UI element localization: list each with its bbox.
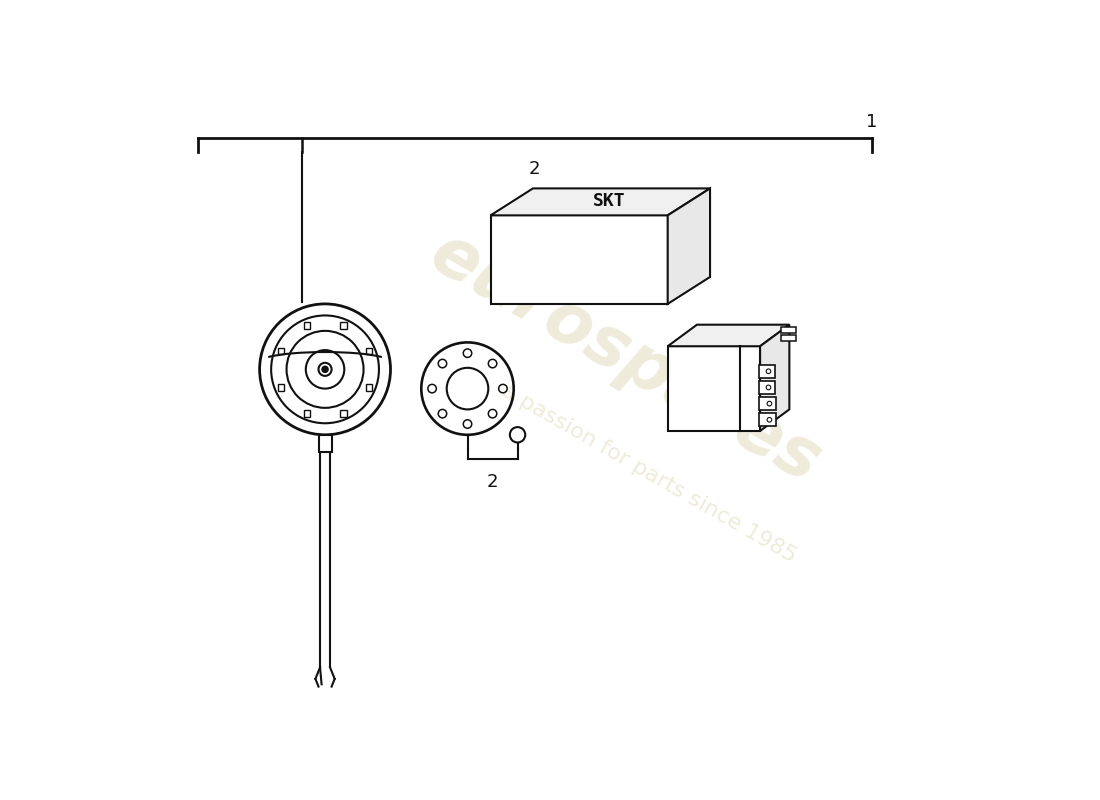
- Bar: [340, 322, 346, 329]
- Polygon shape: [668, 189, 711, 304]
- Bar: [366, 348, 373, 354]
- Polygon shape: [760, 325, 790, 431]
- Text: 2: 2: [487, 474, 498, 491]
- Text: a passion for parts since 1985: a passion for parts since 1985: [497, 381, 800, 566]
- Bar: [759, 381, 774, 394]
- Text: 2: 2: [529, 160, 540, 178]
- Text: 1: 1: [866, 113, 878, 130]
- Bar: [781, 335, 796, 341]
- Polygon shape: [491, 189, 711, 215]
- Polygon shape: [668, 325, 790, 346]
- Bar: [759, 414, 777, 426]
- Bar: [319, 435, 331, 452]
- Circle shape: [322, 366, 328, 373]
- Text: eurospares: eurospares: [418, 219, 833, 497]
- Bar: [781, 327, 796, 333]
- Bar: [491, 215, 668, 304]
- Bar: [366, 384, 373, 391]
- Bar: [759, 365, 774, 378]
- Bar: [277, 348, 284, 354]
- Text: SKT: SKT: [593, 191, 626, 210]
- Bar: [277, 384, 284, 391]
- Bar: [340, 410, 346, 417]
- Bar: [304, 410, 310, 417]
- Bar: [759, 397, 777, 410]
- Bar: [668, 346, 760, 431]
- Bar: [304, 322, 310, 329]
